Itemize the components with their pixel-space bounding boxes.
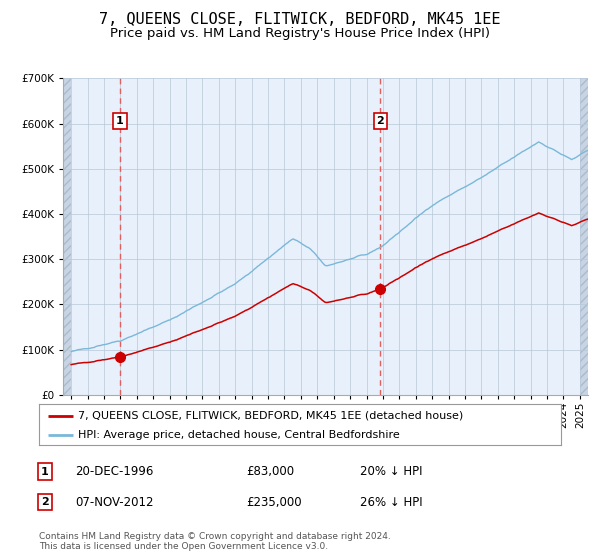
Text: 1: 1 [116,116,124,126]
Text: 07-NOV-2012: 07-NOV-2012 [75,496,154,509]
Text: 7, QUEENS CLOSE, FLITWICK, BEDFORD, MK45 1EE: 7, QUEENS CLOSE, FLITWICK, BEDFORD, MK45… [99,12,501,27]
Text: 20-DEC-1996: 20-DEC-1996 [75,465,154,478]
Text: 7, QUEENS CLOSE, FLITWICK, BEDFORD, MK45 1EE (detached house): 7, QUEENS CLOSE, FLITWICK, BEDFORD, MK45… [78,411,463,421]
Text: £235,000: £235,000 [246,496,302,509]
Text: Price paid vs. HM Land Registry's House Price Index (HPI): Price paid vs. HM Land Registry's House … [110,27,490,40]
Text: Contains HM Land Registry data © Crown copyright and database right 2024.
This d: Contains HM Land Registry data © Crown c… [39,532,391,552]
Text: 1: 1 [41,466,49,477]
Bar [63,78,71,395]
Text: 2: 2 [41,497,49,507]
Bar [580,78,588,395]
Text: 26% ↓ HPI: 26% ↓ HPI [360,496,422,509]
Text: 20% ↓ HPI: 20% ↓ HPI [360,465,422,478]
Text: HPI: Average price, detached house, Central Bedfordshire: HPI: Average price, detached house, Cent… [78,430,400,440]
Text: 2: 2 [377,116,385,126]
Text: £83,000: £83,000 [246,465,294,478]
